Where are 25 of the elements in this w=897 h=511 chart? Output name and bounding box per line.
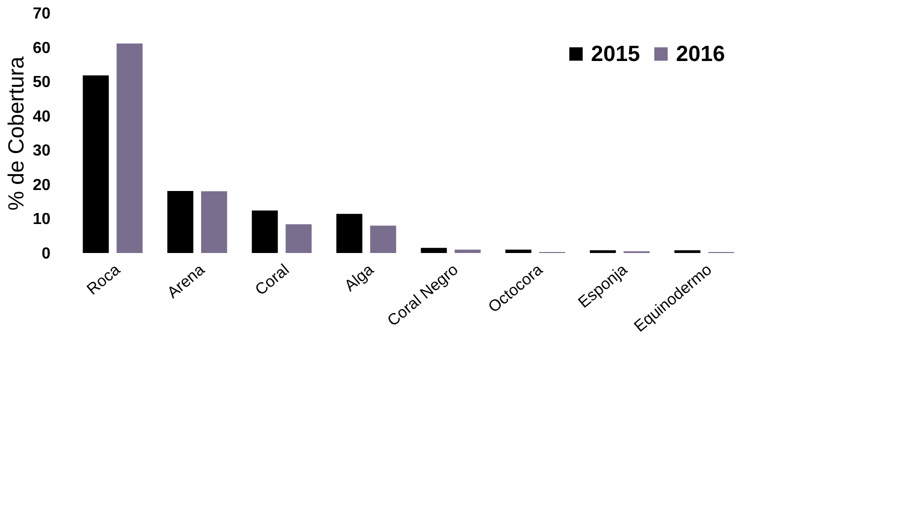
bar <box>674 250 700 253</box>
bar <box>201 191 228 253</box>
bar <box>590 250 616 253</box>
y-tick-label: 60 <box>32 40 51 57</box>
bar <box>454 250 481 253</box>
y-tick-label: 30 <box>32 142 51 160</box>
x-tick-label: Alga <box>342 261 378 296</box>
y-tick-label: 40 <box>32 108 51 126</box>
bar <box>420 248 447 253</box>
y-axis-title: % de Cobertura <box>4 56 29 211</box>
bar <box>116 44 143 253</box>
legend-label: 2015 <box>591 41 640 66</box>
bar <box>82 75 109 253</box>
bar <box>286 224 312 253</box>
bar <box>167 190 194 253</box>
y-tick-label: 10 <box>32 211 51 228</box>
bar <box>505 250 532 253</box>
y-tick-label: 70 <box>32 6 51 22</box>
bar <box>370 226 396 253</box>
y-tick-label: 20 <box>32 176 51 194</box>
legend-label: 2016 <box>676 41 725 66</box>
bar <box>252 210 278 253</box>
bar <box>336 214 362 253</box>
y-tick-label: 50 <box>32 74 51 92</box>
y-tick-label: 0 <box>42 246 51 262</box>
